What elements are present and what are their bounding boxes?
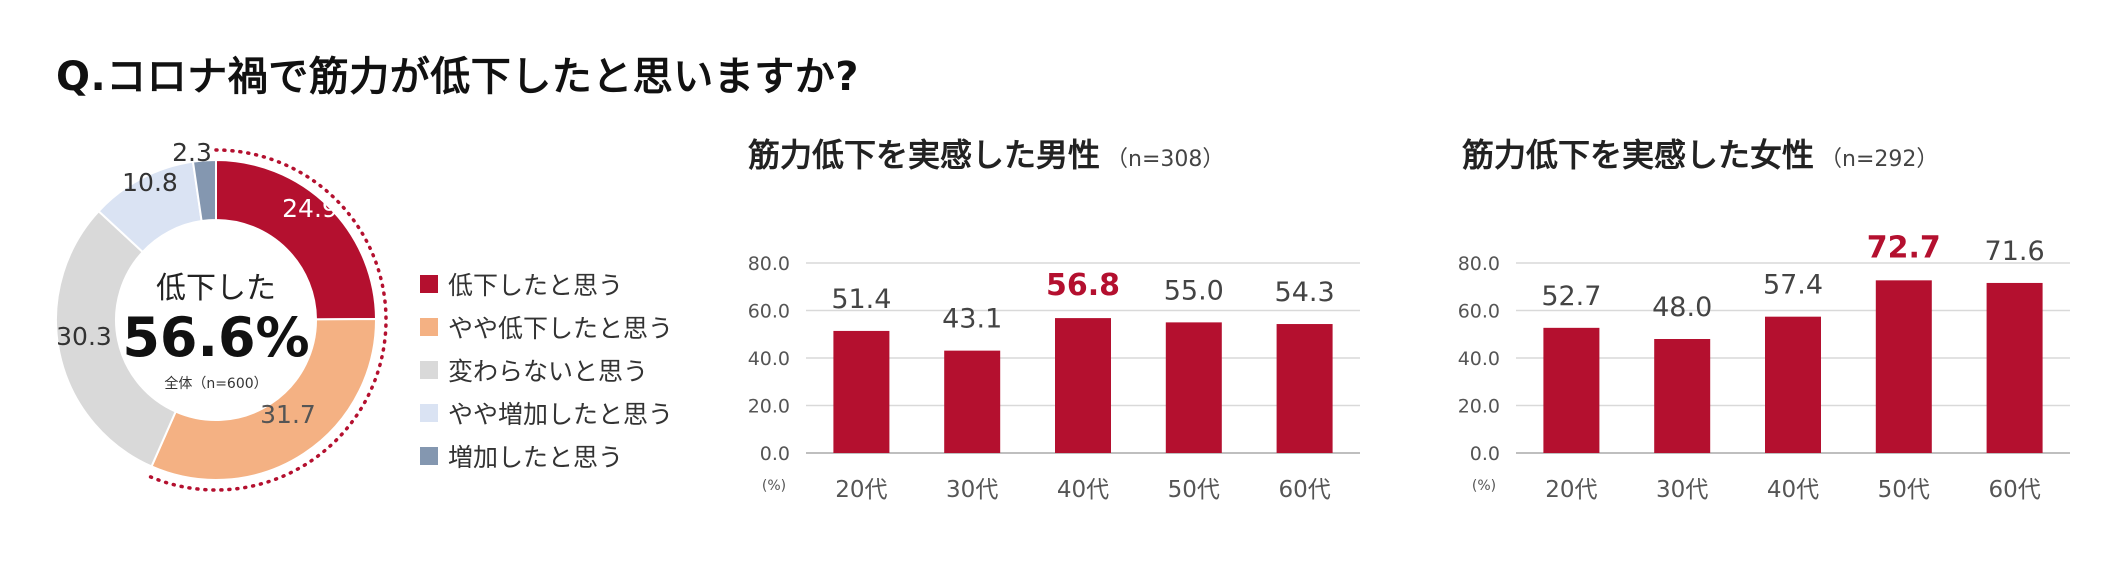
female-chart-subtitle: （n=292） xyxy=(1820,147,1939,172)
legend-label-4: 増加したと思う xyxy=(448,442,624,472)
male-value-label-1: 43.1 xyxy=(942,304,1002,335)
male-chart-subtitle: （n=308） xyxy=(1106,147,1225,172)
female-chart-title-main: 筋力低下を実感した女性 xyxy=(1462,136,1815,174)
male-value-label-2: 56.8 xyxy=(1046,268,1120,303)
male-bar-2 xyxy=(1055,318,1111,453)
decrease-highlight-arc xyxy=(145,148,388,492)
legend-swatch-3 xyxy=(420,403,438,422)
female-ytick-1: 20.0 xyxy=(1458,396,1500,418)
male-ytick-4: 80.0 xyxy=(748,253,790,275)
male-bar-3 xyxy=(1165,322,1222,453)
female-category-2: 40代 xyxy=(1767,477,1819,503)
legend-swatch-4 xyxy=(420,446,438,465)
slice-label-0: 24.9 xyxy=(282,194,338,223)
legend-item-4: 増加したと思う xyxy=(420,434,673,477)
male-yunit: (%) xyxy=(762,478,786,494)
male-bar-1 xyxy=(944,350,1001,453)
legend-label-3: やや増加したと思う xyxy=(448,399,674,429)
legend-swatch-1 xyxy=(420,317,438,336)
legend-item-3: やや増加したと思う xyxy=(420,391,673,434)
slice-label-1: 31.7 xyxy=(260,400,316,429)
male-chart-title-main: 筋力低下を実感した男性 xyxy=(748,136,1101,174)
legend-item-2: 変わらないと思う xyxy=(420,348,673,391)
center-note: 全体（n=600） xyxy=(164,375,267,392)
male-value-label-0: 51.4 xyxy=(831,284,891,315)
male-bar-chart: 0.0 20.0 40.0 60.0 80.0 (%) 51.4 20代 43.1 30代 56.8… xyxy=(748,253,1360,503)
legend: 低下したと思うやや低下したと思う 変わらないと思う やや増加したと思う 増加したと思う xyxy=(420,262,673,477)
legend-label-1: やや低下したと思う xyxy=(448,313,674,343)
female-category-4: 60代 xyxy=(1988,477,2040,503)
legend-item-1: やや低下したと思う xyxy=(420,305,673,348)
legend-swatch-2 xyxy=(420,360,438,379)
female-bar-2 xyxy=(1765,316,1821,453)
female-ytick-3: 60.0 xyxy=(1458,301,1500,323)
female-category-0: 20代 xyxy=(1545,477,1597,503)
female-bar-3 xyxy=(1875,280,1932,453)
male-ytick-3: 60.0 xyxy=(748,301,790,323)
male-chart-title: 筋力低下を実感した男性 （n=308） xyxy=(748,130,1224,176)
female-value-label-1: 48.0 xyxy=(1652,292,1712,323)
male-value-label-4: 54.3 xyxy=(1275,277,1335,308)
male-ytick-1: 20.0 xyxy=(748,396,790,418)
male-bar-4 xyxy=(1276,324,1333,453)
female-yunit: (%) xyxy=(1472,478,1496,494)
male-ytick-0: 0.0 xyxy=(760,443,790,465)
male-ytick-2: 40.0 xyxy=(748,348,790,370)
female-ytick-0: 0.0 xyxy=(1470,443,1500,465)
slice-label-2: 30.3 xyxy=(56,322,112,351)
male-category-1: 30代 xyxy=(946,477,998,503)
male-category-0: 20代 xyxy=(835,477,887,503)
slice-label-3: 10.8 xyxy=(122,168,178,197)
female-value-label-2: 57.4 xyxy=(1763,270,1823,301)
donut-slice-4 xyxy=(191,158,217,223)
slice-label-4: 2.3 xyxy=(172,138,212,167)
male-category-3: 50代 xyxy=(1168,477,1220,503)
female-bar-1 xyxy=(1654,339,1711,453)
male-value-label-3: 55.0 xyxy=(1164,275,1224,306)
male-category-2: 40代 xyxy=(1057,477,1109,503)
question-title: Q.コロナ禍で筋力が低下したと思いますか? xyxy=(56,54,859,100)
female-value-label-0: 52.7 xyxy=(1541,281,1601,312)
legend-label-0: 低下したと思う xyxy=(448,270,624,300)
female-ytick-2: 40.0 xyxy=(1458,348,1500,370)
center-label: 低下した xyxy=(156,271,276,306)
donut-slice-0 xyxy=(215,158,378,321)
female-bar-0 xyxy=(1543,327,1600,453)
female-chart-title: 筋力低下を実感した女性 （n=292） xyxy=(1462,130,1938,176)
female-ytick-4: 80.0 xyxy=(1458,253,1500,275)
donut-slice-1 xyxy=(150,317,377,481)
female-category-3: 50代 xyxy=(1878,477,1930,503)
female-value-label-4: 71.6 xyxy=(1985,236,2045,267)
legend-item-0: 低下したと思う xyxy=(420,262,673,305)
donut-slice-2 xyxy=(55,209,178,468)
male-bar-0 xyxy=(833,330,890,453)
male-category-4: 60代 xyxy=(1278,477,1330,503)
female-category-1: 30代 xyxy=(1656,477,1708,503)
female-value-label-3: 72.7 xyxy=(1867,230,1941,265)
female-bar-4 xyxy=(1986,282,2043,453)
legend-swatch-0 xyxy=(420,274,438,293)
center-value: 56.6% xyxy=(122,306,309,369)
legend-label-2: 変わらないと思う xyxy=(448,356,649,386)
female-bar-chart: 0.0 20.0 40.0 60.0 80.0 (%) 52.7 20代 48.0 30代 57.4… xyxy=(1458,230,2070,503)
